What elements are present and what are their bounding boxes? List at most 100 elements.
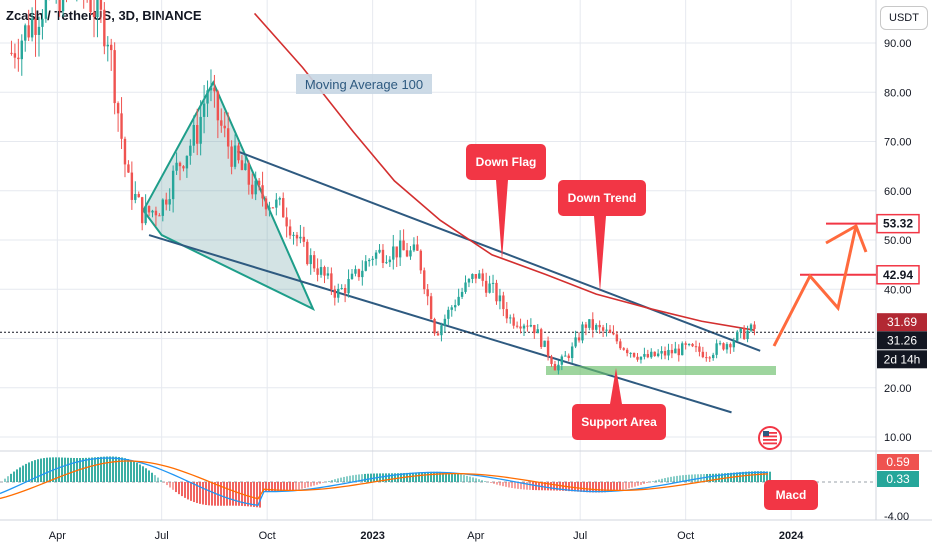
candle-body <box>330 273 333 290</box>
candle-body <box>412 244 416 251</box>
macd-bar <box>298 482 300 490</box>
macd-bar <box>526 482 528 490</box>
macd-bar <box>295 482 297 490</box>
macd-bar <box>634 482 636 487</box>
candle-body <box>484 280 488 293</box>
macd-bar <box>661 478 663 482</box>
macd-bar <box>673 476 675 482</box>
candle-body <box>460 291 464 297</box>
candle-body <box>701 351 705 358</box>
macd-bar <box>691 474 693 482</box>
candle-body <box>161 199 165 216</box>
macd-bar <box>274 482 276 492</box>
macd-bar <box>349 475 351 482</box>
time-tick-label: Oct <box>259 530 276 542</box>
macd-bar <box>589 482 591 493</box>
candle-body <box>182 166 185 169</box>
price-tick-label: 50.00 <box>884 235 912 247</box>
projection-path <box>772 225 858 347</box>
macd-bar <box>763 471 765 482</box>
candle-body <box>426 289 429 297</box>
candle-body <box>519 326 522 329</box>
macd-bar <box>574 482 576 492</box>
candle-body <box>495 282 498 302</box>
macd-bar <box>283 482 285 492</box>
candle-body <box>457 296 460 306</box>
candle-body <box>646 354 650 358</box>
candle-body <box>192 124 195 146</box>
macd-bar <box>250 482 252 507</box>
macd-bar <box>193 482 195 503</box>
macd-bar <box>313 482 315 486</box>
macd-signal-line <box>0 460 769 500</box>
macd-bar <box>352 475 354 482</box>
macd-bar <box>61 457 63 482</box>
candle-body <box>41 18 44 27</box>
candle-body <box>316 268 319 275</box>
macd-bar <box>238 482 240 506</box>
candle-body <box>326 273 330 276</box>
macd-bar <box>223 482 225 506</box>
candle-body <box>742 328 746 340</box>
macd-bar <box>229 482 231 506</box>
macd-bar <box>529 482 531 490</box>
macd-bar <box>19 467 21 482</box>
candle-body <box>677 348 680 356</box>
time-tick-label: Jul <box>573 530 587 542</box>
price-tick-label: 40.00 <box>884 284 912 296</box>
macd-bar <box>136 462 138 482</box>
macd-bar <box>91 457 93 482</box>
macd-bar <box>34 460 36 482</box>
price-tick-label: 20.00 <box>884 383 912 395</box>
macd-bar <box>286 482 288 492</box>
candle-body <box>588 319 591 328</box>
candle-body <box>564 355 567 357</box>
macd-bar <box>475 478 477 482</box>
candle-body <box>61 0 65 12</box>
candle-body <box>189 145 192 156</box>
candle-body <box>165 199 168 205</box>
macd-bar <box>391 473 393 482</box>
time-tick-label: Apr <box>49 530 66 542</box>
macd-bar <box>742 471 744 482</box>
candle-body <box>625 349 629 354</box>
macd-bar <box>316 482 318 485</box>
candle-body <box>213 87 216 92</box>
candle-body <box>708 357 711 359</box>
macd-bar <box>715 473 717 482</box>
macd-pane: Macd 0.59 0.33 -4.00 <box>0 454 919 523</box>
macd-bar <box>766 471 768 482</box>
macd-bar <box>514 482 516 489</box>
price-label-1: 42.94 <box>876 265 920 285</box>
price-tick-label: 10.00 <box>884 432 912 444</box>
candle-body <box>698 346 701 352</box>
macd-bar <box>427 471 429 482</box>
us-flag-icon <box>758 426 782 450</box>
candle-body <box>715 343 718 355</box>
candle-body <box>622 348 625 350</box>
macd-bar <box>25 463 27 482</box>
macd-bar <box>175 482 177 493</box>
macd-bar <box>331 480 333 482</box>
macd-bar <box>739 472 741 482</box>
down-flag-callout-text: Down Flag <box>476 155 537 169</box>
macd-bar <box>133 461 135 482</box>
macd-bar <box>127 459 129 482</box>
macd-bar <box>418 472 420 482</box>
currency-button[interactable]: USDT <box>880 6 928 30</box>
candle-body <box>257 180 261 186</box>
macd-axis-label: -4.00 <box>884 511 909 523</box>
macd-bar <box>463 475 465 482</box>
down-flag-callout: Down Flag <box>466 144 546 260</box>
macd-bar <box>517 482 519 489</box>
macd-bar <box>163 482 165 483</box>
macd-bar <box>118 457 120 482</box>
macd-bar <box>706 473 708 482</box>
candle-body <box>574 337 577 347</box>
macd-bar <box>556 482 558 491</box>
macd-callout-box <box>764 480 818 510</box>
macd-bar <box>454 473 456 482</box>
candle-body <box>17 57 20 60</box>
candle-body <box>481 273 484 281</box>
